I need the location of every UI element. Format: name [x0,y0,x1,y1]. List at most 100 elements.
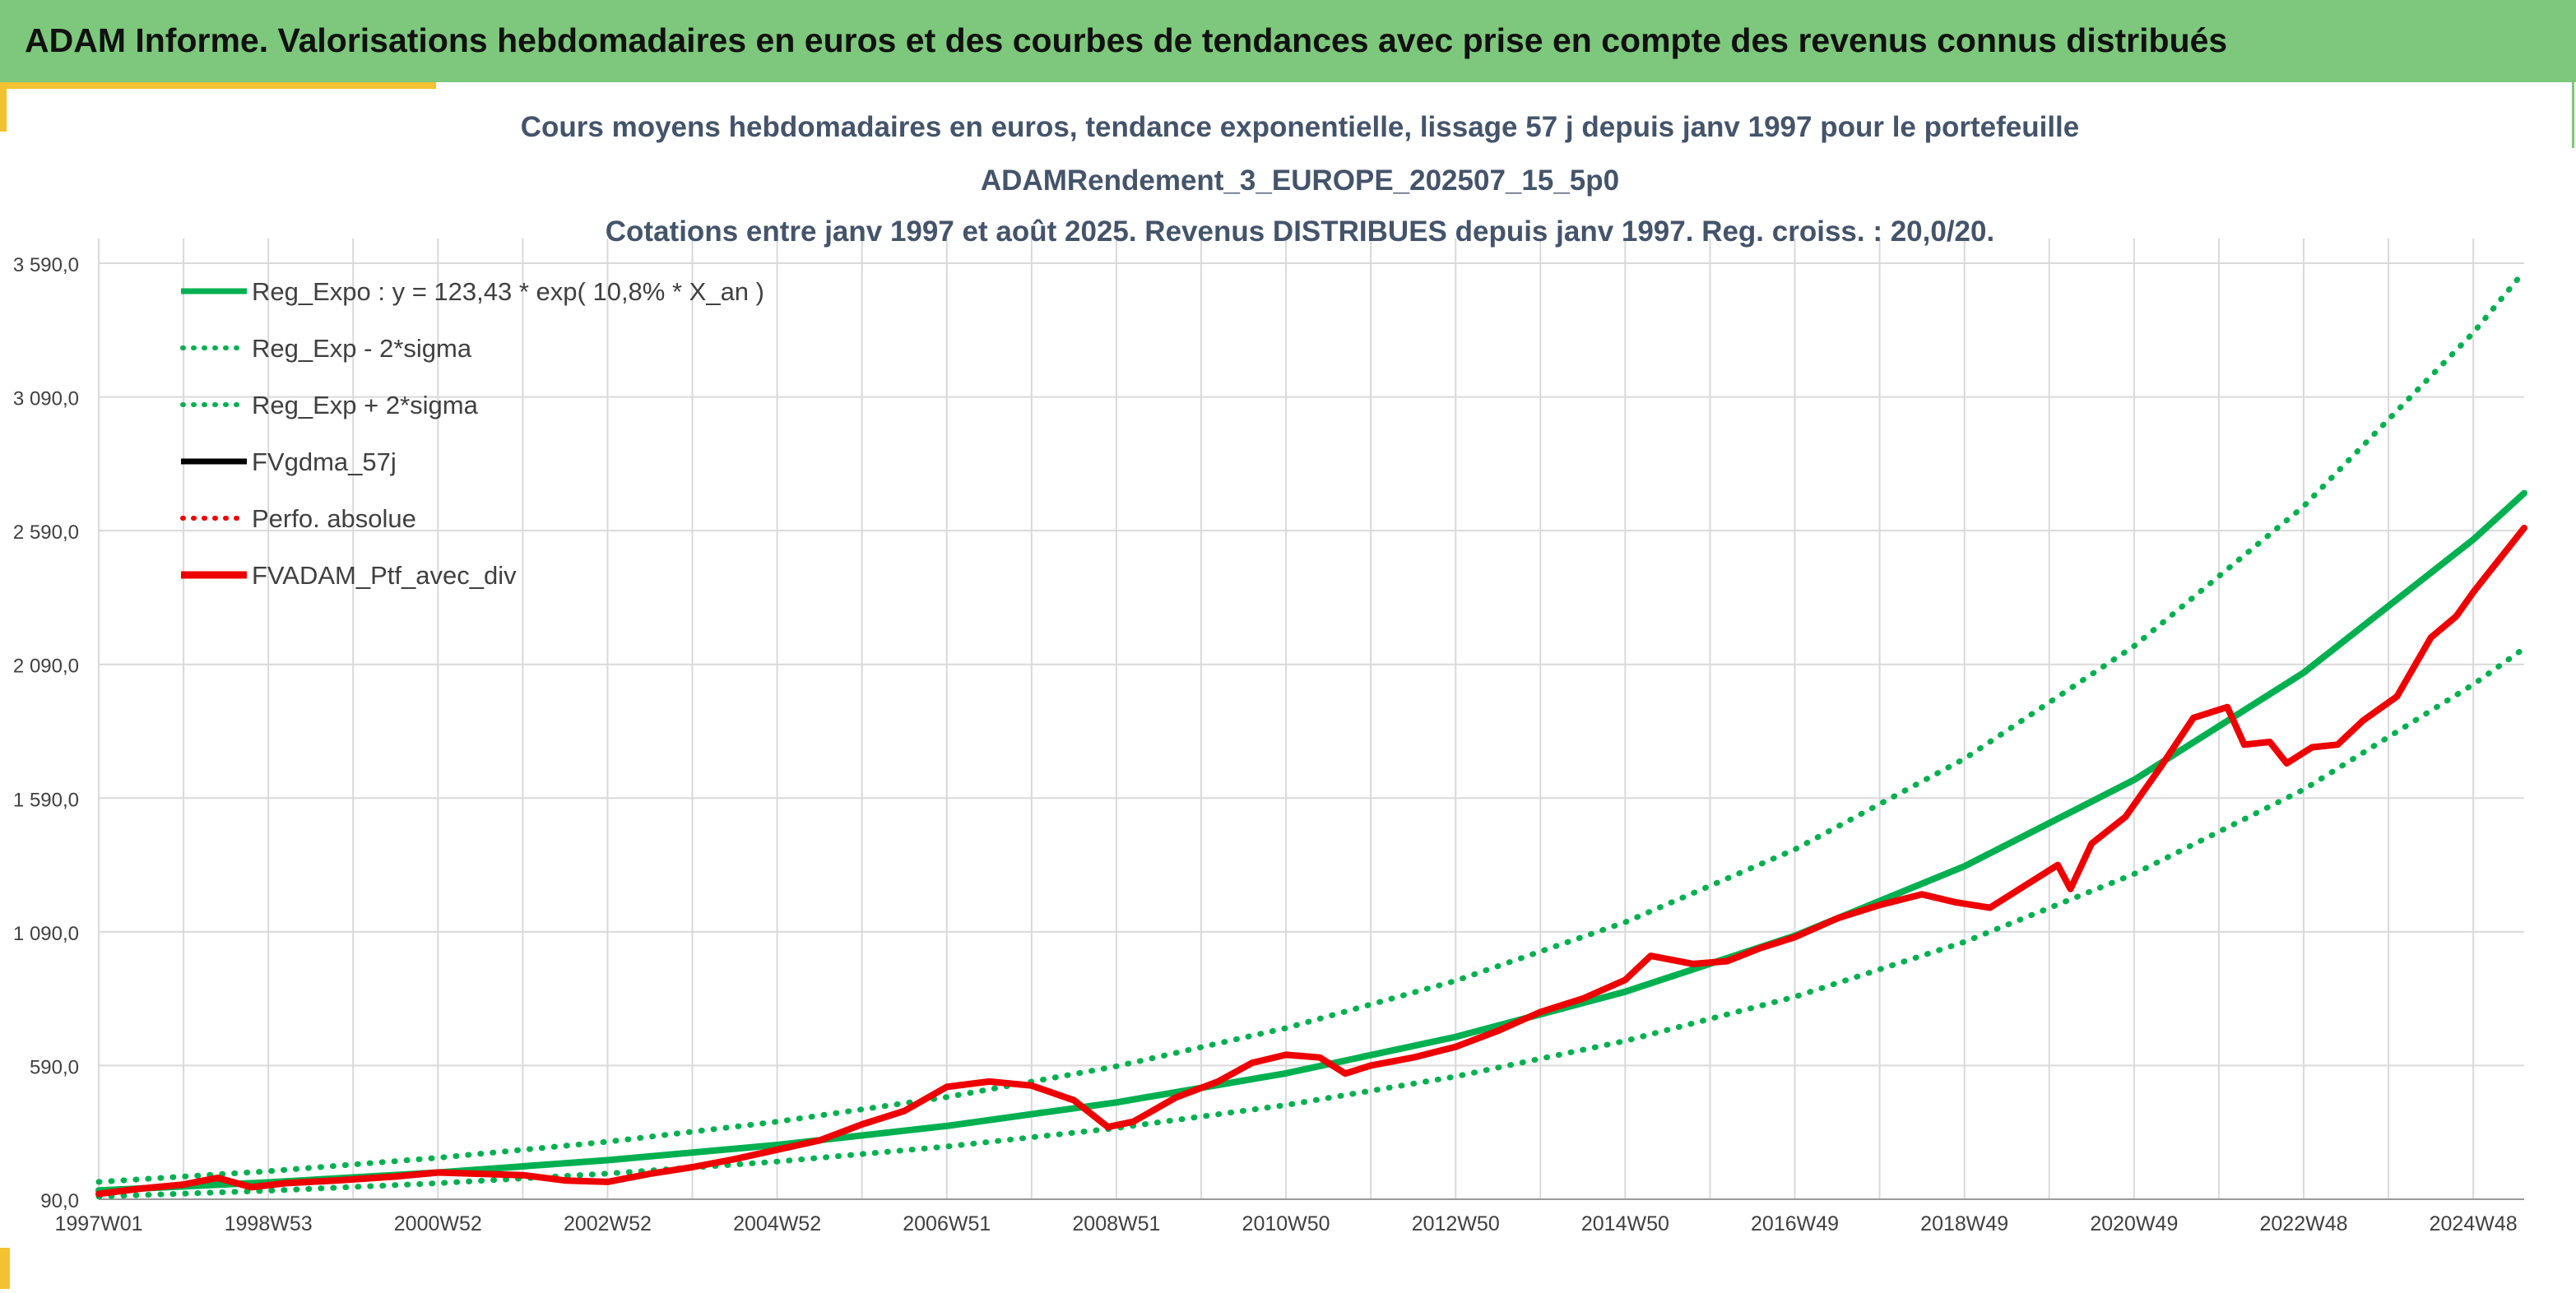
x-tick-label: 2012W50 [1412,1212,1500,1235]
data-point [2267,740,2272,744]
data-point [436,1170,440,1175]
x-tick-label: 2020W49 [2090,1212,2178,1235]
legend-item-perfo: Perfo. absolue [180,504,416,533]
data-point [478,1172,482,1176]
data-point [2361,718,2365,722]
data-point [606,1179,610,1184]
axes: 3 590,0 3 090,0 2 590,0 2 090,0 1 590,0 1 090… [13,254,2524,1235]
chart-title-line-3: Cotations entre janv 1997 et août 2025. … [606,216,1994,248]
data-point [139,1186,143,1190]
legend-label-fvadam: FVADAM_Ptf_avec_div [252,561,517,590]
header-banner: ADAM Informe. Valorisations hebdomadaire… [0,0,2576,82]
data-point [2285,762,2289,766]
data-point [1725,959,1729,963]
data-point [1877,903,1882,907]
legend: Reg_Expo : y = 123,43 * exp( 10,8% * X_a… [180,277,764,590]
data-point [1454,1045,1458,1049]
data-point [987,1079,991,1083]
data-point [903,1109,907,1113]
data-point [2472,590,2476,594]
panel-border [2572,82,2574,148]
data-point [2395,694,2399,698]
data-point [1072,1098,1076,1102]
y-tick-label: 1 590,0 [13,789,79,811]
data-point [1649,954,1653,958]
x-tick-label: 2016W49 [1751,1212,1839,1235]
legend-item-fvadam: FVADAM_Ptf_avec_div [181,561,517,590]
data-point [2429,636,2433,640]
data-point [733,1157,737,1161]
data-point [818,1138,822,1142]
y-tick-label: 3 090,0 [13,388,79,410]
data-point [648,1172,652,1176]
data-point [1106,1125,1110,1129]
data-point [1216,1079,1220,1083]
data-point [1988,906,1992,910]
x-tick-label: 2018W49 [1920,1212,2008,1235]
data-point [2192,716,2195,720]
x-tick-label: 2014W50 [1581,1212,1669,1235]
data-point [1369,1064,1373,1068]
data-point [945,1085,949,1089]
series-reg-exp-minus [95,645,2527,1200]
accent-bar-top [0,82,436,89]
chart-title: Cours moyens hebdomadaires en euros, ten… [521,111,2080,248]
x-tick-label: 1998W53 [225,1212,313,1235]
chart-container: Cours moyens hebdomadaires en euros, ten… [0,89,2576,1289]
legend-label-reg-expo: Reg_Expo : y = 123,43 * exp( 10,8% * X_a… [252,277,764,306]
data-point [1029,1083,1033,1087]
data-point [521,1173,525,1177]
accent-bar-left [0,82,7,132]
data-point [690,1165,694,1169]
legend-label-perfo: Perfo. absolue [252,504,416,533]
x-tick-label: 2000W52 [394,1212,482,1235]
data-point [2090,841,2094,846]
series-fvgdma [98,526,2526,1196]
legend-item-reg-exp-plus: Reg_Exp + 2*sigma [180,391,479,419]
legend-label-reg-exp-minus: Reg_Exp - 2*sigma [252,334,472,363]
data-point [1691,962,1695,966]
x-tick-label: 1997W01 [54,1212,142,1235]
legend-item-fvgdma: FVgdma_57j [181,447,397,476]
data-point [1250,1061,1254,1065]
data-point [1836,916,1840,920]
data-point [860,1122,864,1126]
data-point [1284,1053,1288,1057]
data-point [1344,1072,1348,1076]
x-tick-label: 2022W48 [2259,1212,2347,1235]
y-tick-label: 2 590,0 [13,521,79,544]
data-point [249,1185,253,1189]
data-point [1759,946,1763,950]
y-tick-label: 90,0 [40,1190,79,1212]
y-tick-label: 2 090,0 [13,656,79,678]
x-tick-label: 2002W52 [564,1212,652,1235]
chart-svg: Cours moyens hebdomadaires en euros, ten… [13,111,2527,1235]
data-point [563,1179,567,1183]
data-point [2454,614,2458,619]
data-point [2157,767,2161,771]
data-point [1496,1029,1500,1033]
banner-title: ADAM Informe. Valorisations hebdomadaire… [25,21,2228,59]
y-tick-label: 1 090,0 [13,923,79,945]
data-point [1411,1055,1415,1059]
data-point [2056,863,2060,867]
data-point [1318,1055,1322,1059]
legend-item-reg-exp-minus: Reg_Exp - 2*sigma [180,334,472,363]
accent-bar-bottom [0,1248,10,1289]
data-point [1174,1096,1178,1100]
data-point [2523,526,2526,530]
data-point [1623,978,1627,982]
data-point [283,1181,287,1185]
legend-label-reg-exp-plus: Reg_Exp + 2*sigma [252,391,479,419]
series-reg-exp-plus [95,268,2527,1185]
legend-label-fvgdma: FVgdma_57j [252,447,397,476]
data-point [775,1147,779,1152]
y-tick-label: 590,0 [30,1056,79,1078]
x-tick-label: 2006W51 [903,1212,991,1235]
data-point [1793,935,1797,939]
data-point [1131,1119,1135,1124]
x-tick-label: 2024W48 [2430,1212,2518,1235]
data-point [2226,705,2230,709]
data-point [2068,887,2072,891]
data-point [1580,997,1585,1001]
